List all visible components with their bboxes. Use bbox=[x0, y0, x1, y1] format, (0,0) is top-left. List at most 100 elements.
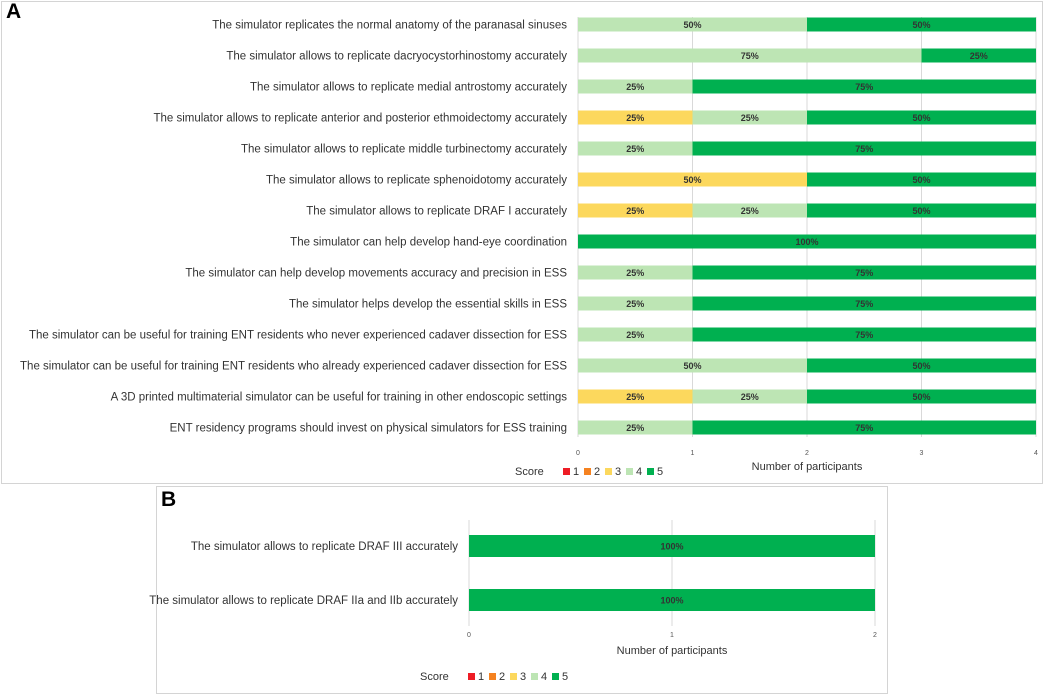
x-tick-label: 4 bbox=[1034, 450, 1038, 457]
bar-segment-score-4 bbox=[578, 358, 807, 373]
legend-swatch bbox=[489, 673, 496, 680]
legend-swatch bbox=[531, 673, 538, 680]
legend-swatch bbox=[510, 673, 517, 680]
legend-entry: 1 bbox=[478, 671, 484, 683]
bar-segment-score-4 bbox=[578, 420, 693, 435]
legend-entry: 5 bbox=[657, 466, 663, 478]
legend-entry: 3 bbox=[520, 671, 526, 683]
category-label: The simulator allows to replicate medial… bbox=[250, 82, 567, 94]
x-axis-title: Number of participants bbox=[752, 461, 863, 473]
bar-segment-score-5 bbox=[692, 265, 1036, 280]
bar-segment-score-5 bbox=[921, 48, 1036, 63]
legend-swatch bbox=[626, 468, 633, 475]
bar-segment-score-3 bbox=[578, 172, 807, 187]
legend-entry: 3 bbox=[615, 466, 621, 478]
category-label: ENT residency programs should invest on … bbox=[170, 423, 567, 435]
legend-swatch bbox=[552, 673, 559, 680]
bar-segment-score-5 bbox=[807, 17, 1036, 32]
percent-label: 75% bbox=[855, 330, 873, 340]
bar-segment-score-4 bbox=[692, 110, 807, 125]
legend-entry: 5 bbox=[562, 671, 568, 683]
percent-label: 25% bbox=[970, 51, 988, 61]
bar-segment-score-5 bbox=[807, 110, 1036, 125]
category-label: The simulator allows to replicate DRAF I… bbox=[306, 206, 567, 218]
percent-label: 50% bbox=[912, 206, 930, 216]
percent-label: 25% bbox=[626, 299, 644, 309]
percent-label: 50% bbox=[912, 392, 930, 402]
panel-letter-b: B bbox=[161, 488, 177, 511]
percent-label: 100% bbox=[660, 596, 683, 606]
percent-label: 100% bbox=[795, 237, 818, 247]
bar-segment-score-5 bbox=[692, 296, 1036, 311]
legend-swatch bbox=[647, 468, 654, 475]
chart-b: 0 1 2 Number of participants The simulator a… bbox=[149, 520, 877, 683]
legend-entry: 4 bbox=[541, 671, 547, 683]
percent-label: 75% bbox=[855, 423, 873, 433]
percent-label: 50% bbox=[912, 361, 930, 371]
legend-swatch bbox=[605, 468, 612, 475]
category-label: The simulator allows to replicate DRAF I… bbox=[149, 595, 458, 607]
bar-segment-score-4 bbox=[578, 296, 693, 311]
x-axis-title: Number of participants bbox=[617, 645, 728, 657]
bar-segment-score-5 bbox=[692, 141, 1036, 156]
percent-label: 100% bbox=[660, 542, 683, 552]
percent-label: 75% bbox=[855, 144, 873, 154]
category-label: The simulator allows to replicate spheno… bbox=[266, 175, 567, 187]
category-label: The simulator allows to replicate DRAF I… bbox=[191, 541, 458, 553]
bar-segment-score-3 bbox=[578, 110, 693, 125]
bar-segment-score-5 bbox=[469, 589, 875, 611]
bar-segment-score-5 bbox=[692, 327, 1036, 342]
bar-segment-score-5 bbox=[807, 389, 1036, 404]
percent-label: 25% bbox=[741, 113, 759, 123]
bar-segment-score-4 bbox=[578, 79, 693, 94]
percent-label: 75% bbox=[855, 82, 873, 92]
percent-label: 25% bbox=[626, 330, 644, 340]
bar-segment-score-4 bbox=[578, 17, 807, 32]
legend-entry: 1 bbox=[573, 466, 579, 478]
bar-segment-score-4 bbox=[578, 265, 693, 280]
percent-label: 25% bbox=[626, 392, 644, 402]
category-label: The simulator can help develop movements… bbox=[185, 268, 567, 280]
x-tick-label: 0 bbox=[576, 450, 580, 457]
x-tick-label: 2 bbox=[873, 632, 877, 639]
bar-segment-score-4 bbox=[578, 327, 693, 342]
bar-segment-score-5 bbox=[692, 79, 1036, 94]
bar-segment-score-5 bbox=[469, 535, 875, 557]
bar-segment-score-5 bbox=[578, 234, 1036, 249]
percent-label: 50% bbox=[912, 113, 930, 123]
percent-label: 50% bbox=[683, 175, 701, 185]
category-label: The simulator replicates the normal anat… bbox=[212, 20, 567, 32]
category-label: The simulator can be useful for training… bbox=[29, 330, 567, 342]
category-label: The simulator can be useful for training… bbox=[20, 361, 567, 373]
x-tick-label: 1 bbox=[670, 632, 674, 639]
bar-segment-score-4 bbox=[692, 203, 807, 218]
bar-segment-score-4 bbox=[578, 141, 693, 156]
percent-label: 50% bbox=[683, 361, 701, 371]
legend-entry: 2 bbox=[594, 466, 600, 478]
category-label: The simulator helps develop the essentia… bbox=[289, 299, 567, 311]
legend-title: Score bbox=[515, 466, 544, 478]
category-label: A 3D printed multimaterial simulator can… bbox=[111, 392, 568, 404]
bar-segment-score-3 bbox=[578, 203, 693, 218]
x-tick-label: 2 bbox=[805, 450, 809, 457]
x-tick-label: 1 bbox=[691, 450, 695, 457]
legend-entry: 4 bbox=[636, 466, 642, 478]
legend-entry: 2 bbox=[499, 671, 505, 683]
bar-segment-score-4 bbox=[578, 48, 922, 63]
percent-label: 25% bbox=[626, 144, 644, 154]
percent-label: 50% bbox=[683, 20, 701, 30]
x-tick-label: 0 bbox=[467, 632, 471, 639]
percent-label: 25% bbox=[626, 82, 644, 92]
legend-title: Score bbox=[420, 671, 449, 683]
percent-label: 25% bbox=[626, 423, 644, 433]
chart-a: 0 1 2 3 4 Number of participants The simulator… bbox=[20, 17, 1038, 478]
percent-label: 25% bbox=[741, 206, 759, 216]
legend-swatch bbox=[468, 673, 475, 680]
percent-label: 50% bbox=[912, 175, 930, 185]
percent-label: 75% bbox=[855, 268, 873, 278]
percent-label: 25% bbox=[626, 268, 644, 278]
bar-segment-score-5 bbox=[807, 358, 1036, 373]
bar-segment-score-3 bbox=[578, 389, 693, 404]
percent-label: 25% bbox=[626, 206, 644, 216]
percent-label: 75% bbox=[741, 51, 759, 61]
